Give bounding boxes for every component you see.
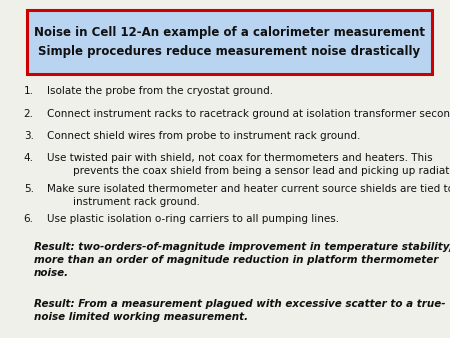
- Text: 6.: 6.: [24, 214, 34, 224]
- Text: Make sure isolated thermometer and heater current source shields are tied to
   : Make sure isolated thermometer and heate…: [47, 184, 450, 207]
- Text: Connect instrument racks to racetrack ground at isolation transformer secondary.: Connect instrument racks to racetrack gr…: [47, 109, 450, 119]
- Text: Result: From a measurement plagued with excessive scatter to a true-
noise limit: Result: From a measurement plagued with …: [34, 299, 445, 322]
- Text: 3.: 3.: [24, 131, 34, 141]
- Text: Isolate the probe from the cryostat ground.: Isolate the probe from the cryostat grou…: [47, 86, 274, 96]
- Text: 1.: 1.: [24, 86, 34, 96]
- Text: 4.: 4.: [24, 153, 34, 164]
- Text: Connect shield wires from probe to instrument rack ground.: Connect shield wires from probe to instr…: [47, 131, 360, 141]
- Text: 5.: 5.: [24, 184, 34, 194]
- FancyBboxPatch shape: [27, 10, 432, 74]
- Text: 2.: 2.: [24, 109, 34, 119]
- Text: Result: two-orders-of-magnitude improvement in temperature stability,
more than : Result: two-orders-of-magnitude improvem…: [34, 242, 450, 278]
- Text: Use plastic isolation o-ring carriers to all pumping lines.: Use plastic isolation o-ring carriers to…: [47, 214, 339, 224]
- Text: Use twisted pair with shield, not coax for thermometers and heaters. This
      : Use twisted pair with shield, not coax f…: [47, 153, 450, 176]
- Text: Noise in Cell 12-An example of a calorimeter measurement
Simple procedures reduc: Noise in Cell 12-An example of a calorim…: [34, 26, 425, 58]
